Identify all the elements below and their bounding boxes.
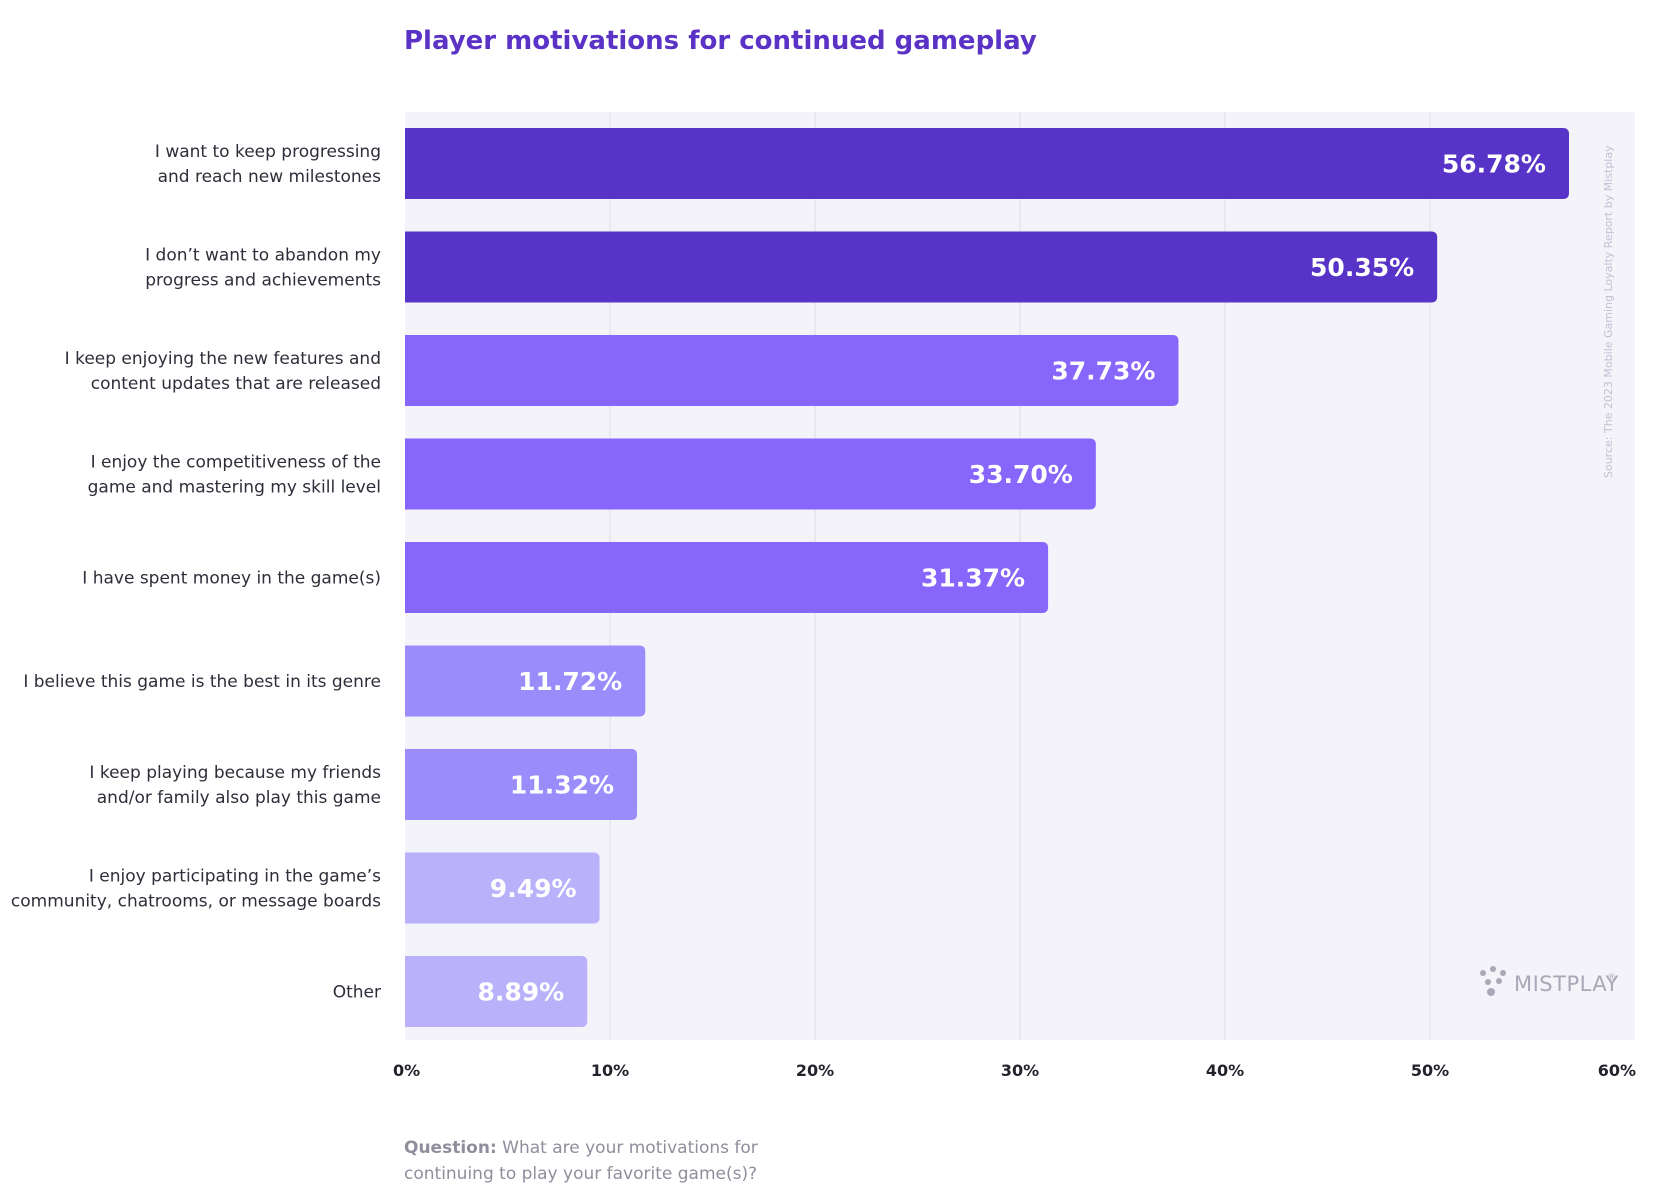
bar-value-label: 37.73% — [1051, 357, 1155, 386]
category-label-line: I believe this game is the best in its g… — [23, 672, 381, 692]
category-label-line: I enjoy participating in the game’s — [89, 867, 381, 887]
category-label: I believe this game is the best in its g… — [23, 672, 381, 692]
category-label-line: and/or family also play this game — [97, 788, 381, 808]
x-tick-label: 30% — [1001, 1061, 1039, 1080]
category-labels: I want to keep progressing and reach new … — [11, 142, 381, 1003]
bar — [405, 645, 646, 717]
category-label: I want to keep progressing and reach new … — [155, 142, 381, 187]
bar-value-label: 31.37% — [921, 564, 1025, 593]
x-tick-label: 0% — [393, 1061, 420, 1080]
category-label: I enjoy participating in the game’s commu… — [11, 867, 381, 912]
bar-value-label: 50.35% — [1310, 253, 1414, 282]
mistplay-logo: MISTPLAY ® — [1480, 966, 1619, 996]
bar — [405, 128, 1569, 199]
category-label: I keep enjoying the new features and cont… — [65, 349, 381, 394]
logo-registered-mark: ® — [1607, 973, 1617, 983]
category-label-line: I keep enjoying the new features and — [65, 349, 381, 369]
question-label: Question: — [404, 1138, 497, 1158]
bar — [405, 542, 1049, 613]
category-label-line: I enjoy the competitiveness of the — [91, 453, 381, 473]
bar-value-label: 9.49% — [490, 874, 577, 903]
x-tick-label: 40% — [1206, 1061, 1244, 1080]
bar — [405, 956, 588, 1027]
category-label: Other — [333, 983, 381, 1003]
bars: 56.78% 50.35% 37.73% 33.70% 31.37% 11.72% 11.3… — [405, 128, 1569, 1027]
x-tick-label: 50% — [1411, 1061, 1449, 1080]
source-note: Source: The 2023 Mobile Gaming Loyalty R… — [1602, 145, 1615, 478]
bar-value-label: 8.89% — [478, 978, 565, 1007]
x-axis-ticks: 0% 10% 20% 30% 40% 50% 60% — [393, 1061, 1636, 1080]
category-label: I enjoy the competitiveness of the game a… — [88, 453, 381, 498]
bar-value-label: 11.72% — [518, 667, 622, 696]
category-label-line: I don’t want to abandon my — [145, 246, 381, 266]
bar — [405, 335, 1179, 406]
bar — [405, 852, 600, 924]
category-label: I keep playing because my friends and/or … — [89, 763, 381, 808]
bar-value-label: 33.70% — [969, 460, 1073, 489]
bar — [405, 438, 1096, 510]
question-note: Question: What are your motivations for … — [404, 1135, 824, 1187]
bar-value-label: 11.32% — [510, 771, 614, 800]
category-label-line: I want to keep progressing — [155, 142, 381, 162]
bar-value-label: 56.78% — [1442, 150, 1546, 179]
question-text: What are your motivations for continuing… — [404, 1138, 758, 1184]
category-label-line: I keep playing because my friends — [89, 763, 381, 783]
x-tick-label: 60% — [1598, 1061, 1636, 1080]
logo-dots-icon — [1480, 966, 1506, 996]
category-label-line: Other — [333, 983, 381, 1003]
x-tick-label: 20% — [796, 1061, 834, 1080]
chart-title: Player motivations for continued gamepla… — [404, 26, 1037, 56]
logo-text: MISTPLAY — [1514, 972, 1619, 996]
category-label-line: game and mastering my skill level — [88, 478, 381, 498]
bar — [405, 749, 638, 820]
category-label: I don’t want to abandon my progress and a… — [145, 246, 381, 291]
category-label-line: I have spent money in the game(s) — [82, 569, 381, 589]
category-label-line: and reach new milestones — [158, 167, 382, 187]
category-label-line: progress and achievements — [145, 271, 381, 291]
category-label-line: community, chatrooms, or message boards — [11, 892, 381, 912]
bar — [405, 231, 1438, 303]
category-label: I have spent money in the game(s) — [82, 569, 381, 589]
x-tick-label: 10% — [591, 1061, 629, 1080]
category-label-line: content updates that are released — [91, 374, 381, 394]
